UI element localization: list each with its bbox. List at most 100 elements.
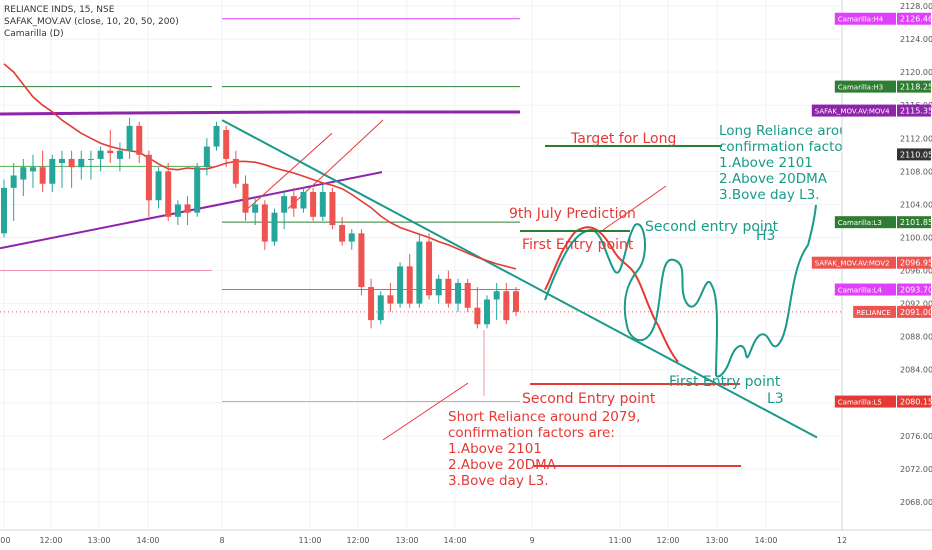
candle-body[interactable]: [165, 171, 172, 217]
price-tick-label: 2104.00: [900, 200, 932, 209]
candle-body[interactable]: [464, 282, 471, 308]
candle-body[interactable]: [87, 158, 94, 160]
candle-body[interactable]: [126, 125, 133, 151]
price-badge-value: 2115.35: [900, 107, 932, 116]
candle-body[interactable]: [213, 125, 220, 147]
candle-body[interactable]: [155, 171, 162, 201]
short-note-line: Short Reliance around 2079,: [448, 409, 640, 425]
legend-camarilla[interactable]: Camarilla (D): [4, 29, 64, 39]
candle-body[interactable]: [116, 150, 123, 159]
target-for-long-label: Target for Long: [570, 131, 676, 147]
candle-body[interactable]: [194, 167, 201, 213]
candle-body[interactable]: [78, 158, 85, 168]
candle-body[interactable]: [339, 225, 346, 242]
candle-body[interactable]: [252, 204, 259, 213]
price-badge[interactable]: [897, 216, 931, 229]
price-tag[interactable]: [834, 395, 896, 408]
candle-body[interactable]: [503, 291, 510, 321]
candle-body[interactable]: [136, 125, 143, 155]
price-tag[interactable]: [834, 216, 896, 229]
price-tag[interactable]: [834, 12, 896, 25]
price-badge-value: 2101.85: [900, 218, 932, 227]
candle-body[interactable]: [107, 150, 114, 154]
candle-body[interactable]: [145, 154, 152, 201]
ma-200-line: [0, 110, 520, 116]
price-tick-label: 2088.00: [900, 333, 932, 342]
candle-body[interactable]: [203, 146, 210, 168]
candle-body[interactable]: [290, 196, 297, 209]
price-tag[interactable]: [811, 104, 896, 117]
prediction-pointer: [602, 185, 667, 231]
candle-body[interactable]: [319, 192, 326, 217]
candle-body[interactable]: [184, 204, 191, 213]
candles-layer[interactable]: [1, 117, 519, 329]
price-badge[interactable]: [897, 104, 931, 117]
candle-body[interactable]: [58, 158, 65, 164]
candle-body[interactable]: [10, 175, 17, 188]
candle-body[interactable]: [426, 241, 433, 296]
candle-body[interactable]: [435, 278, 442, 296]
price-tick-label: 2124.00: [900, 35, 932, 44]
candle-body[interactable]: [68, 158, 75, 168]
candle-body[interactable]: [387, 295, 394, 304]
candle-body[interactable]: [512, 291, 519, 312]
time-tick-label: 13:00: [87, 536, 110, 545]
candle-body[interactable]: [39, 167, 46, 184]
short-note-arrow: [382, 382, 469, 441]
candle-body[interactable]: [368, 287, 375, 321]
candle-body[interactable]: [474, 307, 481, 325]
candle-body[interactable]: [97, 150, 104, 159]
price-tag[interactable]: [834, 283, 896, 296]
price-badge-value: 2080.15: [900, 398, 932, 407]
price-badge[interactable]: [897, 256, 931, 269]
candle-body[interactable]: [348, 233, 355, 242]
legend-moving-average[interactable]: SAFAK_MOV.AV (close, 10, 20, 50, 200): [4, 17, 179, 27]
candle-body[interactable]: [232, 158, 239, 184]
candle-body[interactable]: [416, 241, 423, 304]
price-tag-label: RELIANCE: [856, 309, 891, 317]
second-entry-label-teal: Second entry point: [645, 219, 779, 235]
candle-body[interactable]: [493, 291, 500, 300]
time-tick-label: 13:00: [395, 536, 418, 545]
price-tick-label: 2072.00: [900, 465, 932, 474]
candle-body[interactable]: [242, 183, 249, 213]
long-note-line: 1.Above 2101: [719, 155, 813, 171]
price-tag[interactable]: [853, 305, 896, 318]
price-tag[interactable]: [811, 256, 896, 269]
candle-body[interactable]: [29, 167, 36, 172]
candle-body[interactable]: [310, 192, 317, 217]
price-badge[interactable]: [897, 80, 931, 93]
rising-trendline: [0, 171, 383, 250]
candle-body[interactable]: [329, 192, 336, 226]
h3-label: H3: [756, 228, 775, 244]
long-note-line: 3.Bove day L3.: [719, 187, 820, 203]
candle-body[interactable]: [455, 282, 462, 304]
first-entry-label-teal: First Entry point: [669, 374, 781, 390]
candle-body[interactable]: [445, 278, 452, 304]
candle-body[interactable]: [377, 295, 384, 321]
candle-body[interactable]: [20, 167, 27, 180]
candle-body[interactable]: [1, 187, 7, 234]
candle-body[interactable]: [223, 130, 230, 159]
price-badge[interactable]: [897, 395, 931, 408]
price-badge[interactable]: [897, 283, 931, 296]
price-badge[interactable]: [897, 148, 931, 161]
price-badge[interactable]: [897, 12, 931, 25]
price-badge[interactable]: [897, 305, 931, 318]
candle-body[interactable]: [49, 158, 56, 184]
candle-body[interactable]: [281, 196, 288, 213]
candle-body[interactable]: [261, 204, 268, 242]
price-tick-label: 2120.00: [900, 68, 932, 77]
candle-body[interactable]: [397, 266, 404, 304]
candle-body[interactable]: [406, 266, 413, 304]
legend-symbol[interactable]: RELIANCE INDS, 15, NSE: [4, 5, 115, 15]
candle-body[interactable]: [484, 299, 490, 325]
candle-body[interactable]: [300, 192, 307, 209]
candle-body[interactable]: [174, 204, 181, 217]
candle-body[interactable]: [358, 233, 365, 288]
candle-body[interactable]: [271, 212, 278, 242]
price-tag[interactable]: [834, 80, 896, 93]
